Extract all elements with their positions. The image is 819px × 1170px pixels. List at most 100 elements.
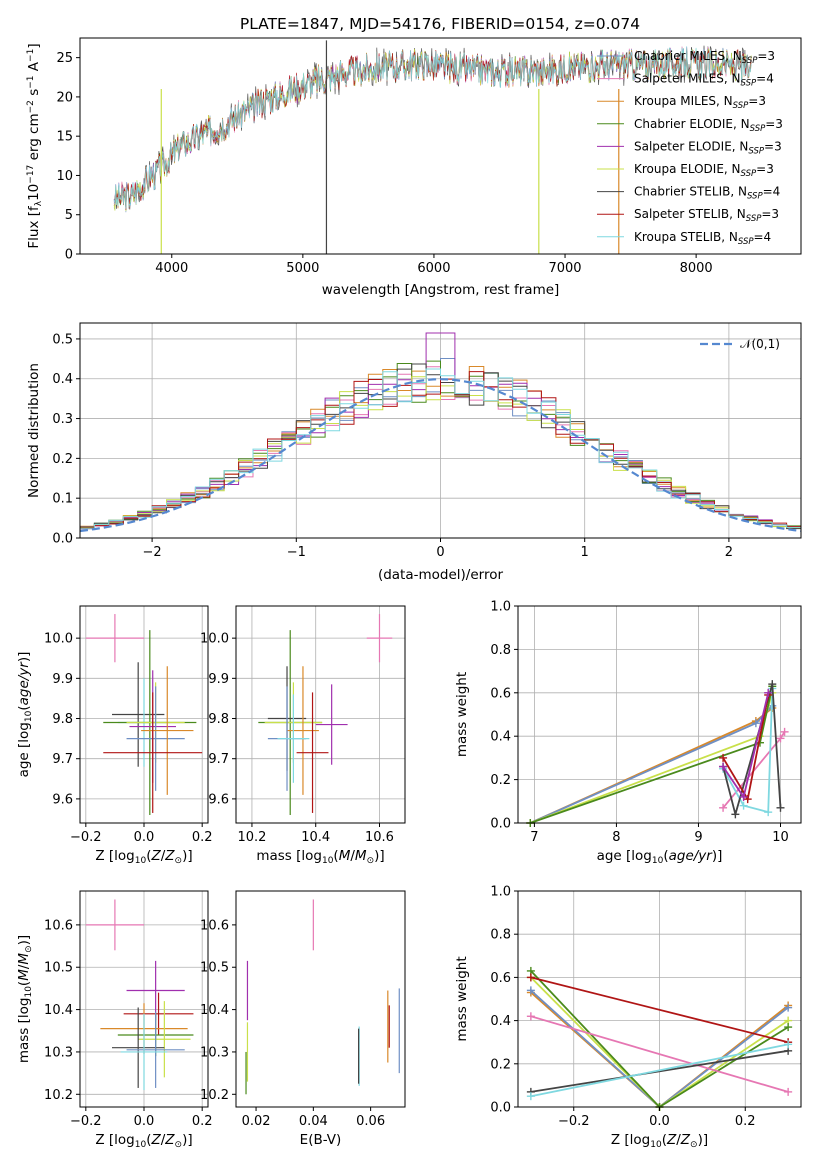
x-tick-label: 5000	[286, 261, 319, 276]
errorbar-point	[126, 686, 185, 791]
plot-area-residuals	[79, 332, 802, 533]
y-tick-label: 0.2	[490, 773, 511, 788]
weight-marker	[784, 1040, 793, 1049]
weight-marker	[784, 1003, 793, 1012]
y-tick-label: 10.0	[44, 632, 73, 647]
weight-marker	[719, 753, 728, 762]
x-tick-label: 8000	[680, 261, 713, 276]
x-tick-label: 10.6	[365, 830, 394, 845]
x-axis-label: (data-model)/error	[378, 567, 504, 583]
y-tick-label: 0.4	[490, 1014, 511, 1029]
y-tick-label: 10.4	[200, 1003, 229, 1018]
spectrum-line	[113, 46, 752, 209]
weight-line	[529, 707, 773, 824]
y-tick-label: 0.0	[52, 532, 73, 547]
weight-marker	[751, 719, 760, 728]
x-tick-label: 10.2	[237, 830, 266, 845]
weight-line	[530, 976, 789, 1044]
weight-marker	[526, 1012, 535, 1021]
legend: Chabrier MILES, NSSP=3 Salpeter MILES, NS…	[597, 49, 783, 247]
y-tick-label: 9.7	[52, 752, 73, 767]
plot-area-age_vs_mass	[258, 614, 393, 815]
x-axis-label: mass [log10(M/M⊙)]	[256, 848, 384, 866]
axes-residuals: −2 −1 0 1 2 0.0 0.1 0.2 0.3 0.4 0.5 (data-model)/er…	[26, 322, 802, 583]
y-tick-label: 0.6	[490, 686, 511, 701]
weight-marker	[739, 792, 748, 801]
y-tick-label: 10.5	[44, 961, 73, 976]
axes-frame	[235, 890, 406, 1108]
axes-spectrum: 4000 5000 6000 7000 8000 0 5 10 15 20 25 wavelength…	[26, 37, 802, 298]
axes-weight_vs_Z: −0.2 0.0 0.2 0.0 0.2 0.4 0.6 0.8 1.0 Z [log10(Z/Z…	[454, 885, 802, 1150]
weight-marker	[526, 986, 535, 995]
legend-label: Chabrier MILES, NSSP=3	[634, 49, 775, 66]
legend-label: Kroupa STELIB, NSSP=4	[634, 230, 771, 247]
y-axis-label: mass [log10(M/M⊙)]	[16, 935, 34, 1063]
weight-marker	[784, 1023, 793, 1032]
axes-age_vs_Z: −0.2 0.0 0.2 9.6 9.7 9.8 9.9 10.0 Z [log10(Z/Z⊙)…	[16, 605, 213, 866]
y-tick-label: 0.1	[52, 492, 73, 507]
x-tick-label: 0.04	[299, 1114, 328, 1129]
y-tick-label: 9.6	[208, 792, 229, 807]
weight-line	[529, 705, 773, 824]
x-axis-label: Z [log10(Z/Z⊙)]	[611, 1132, 708, 1150]
plot-area-mass_vs_EBV	[245, 899, 400, 1095]
y-axis-label: mass weight	[454, 956, 470, 1041]
errorbar-point	[366, 614, 393, 663]
weight-marker	[764, 688, 773, 697]
errorbar-point	[85, 614, 144, 663]
figure-title: PLATE=1847, MJD=54176, FIBERID=0154, z=0…	[240, 15, 640, 33]
x-axis-label: wavelength [Angstrom, rest frame]	[322, 282, 560, 298]
x-tick-label: −2	[143, 545, 162, 560]
y-axis-label: mass weight	[454, 672, 470, 757]
y-tick-label: 9.7	[208, 752, 229, 767]
y-tick-label: 9.9	[52, 672, 73, 687]
x-tick-label: −1	[287, 545, 306, 560]
y-tick-label: 5	[65, 208, 73, 223]
weight-line	[530, 1015, 789, 1093]
weight-marker	[768, 680, 777, 689]
errorbar-point	[296, 692, 329, 813]
x-tick-label: 0.0	[134, 1114, 155, 1129]
y-tick-label: 0.3	[52, 412, 73, 427]
legend-label: Salpeter MILES, NSSP=4	[634, 72, 774, 89]
axes-frame	[235, 605, 406, 824]
plot-area-age_vs_Z	[85, 614, 203, 815]
gaussian-curve	[79, 378, 802, 533]
legend-label: 𝒩(0,1)	[740, 337, 780, 351]
weight-marker	[719, 803, 728, 812]
errorbar-point	[120, 1013, 168, 1091]
weight-marker	[526, 1092, 535, 1101]
weight-marker	[784, 1087, 793, 1096]
x-tick-label: 0.06	[356, 1114, 385, 1129]
weight-line	[722, 688, 774, 814]
x-tick-label: 9	[694, 830, 702, 845]
y-tick-label: 0.2	[52, 452, 73, 467]
plot-area-spectrum	[113, 40, 752, 254]
y-tick-label: 0.4	[490, 730, 511, 745]
x-axis-label: Z [log10(Z/Z⊙)]	[95, 1132, 192, 1150]
histogram-step	[80, 332, 801, 528]
axes-mass_vs_EBV: 0.02 0.04 0.06 10.2 10.3 10.4 10.5 10.6 E(B-V)	[200, 890, 406, 1148]
x-axis-label: Z [log10(Z/Z⊙)]	[95, 848, 192, 866]
x-tick-label: 0.0	[134, 830, 155, 845]
legend-label: Kroupa ELODIE, NSSP=3	[634, 162, 774, 179]
x-axis-label: E(B-V)	[300, 1132, 342, 1148]
x-tick-label: 7000	[548, 261, 581, 276]
y-tick-label: 10.2	[44, 1088, 73, 1103]
y-tick-label: 10.0	[200, 632, 229, 647]
y-axis-label: Normed distribution	[26, 363, 42, 498]
weight-line	[722, 683, 782, 818]
y-tick-label: 10.3	[44, 1045, 73, 1060]
weight-marker	[776, 734, 785, 743]
y-tick-label: 9.8	[52, 712, 73, 727]
y-tick-label: 0	[65, 248, 73, 263]
axes-weight_vs_age: 7 8 9 10 0.0 0.2 0.4 0.6 0.8 1.0 age [log10(age/yr…	[454, 600, 802, 866]
y-axis-label: Flux [fλ10−17 erg cm−2 s−1 A−1]	[26, 43, 44, 248]
weight-marker	[764, 808, 773, 817]
errorbar-point	[287, 666, 319, 795]
axes-frame	[79, 37, 802, 255]
x-tick-label: 2	[725, 545, 733, 560]
y-tick-label: 10.6	[44, 918, 73, 933]
y-tick-label: 10.6	[200, 918, 229, 933]
